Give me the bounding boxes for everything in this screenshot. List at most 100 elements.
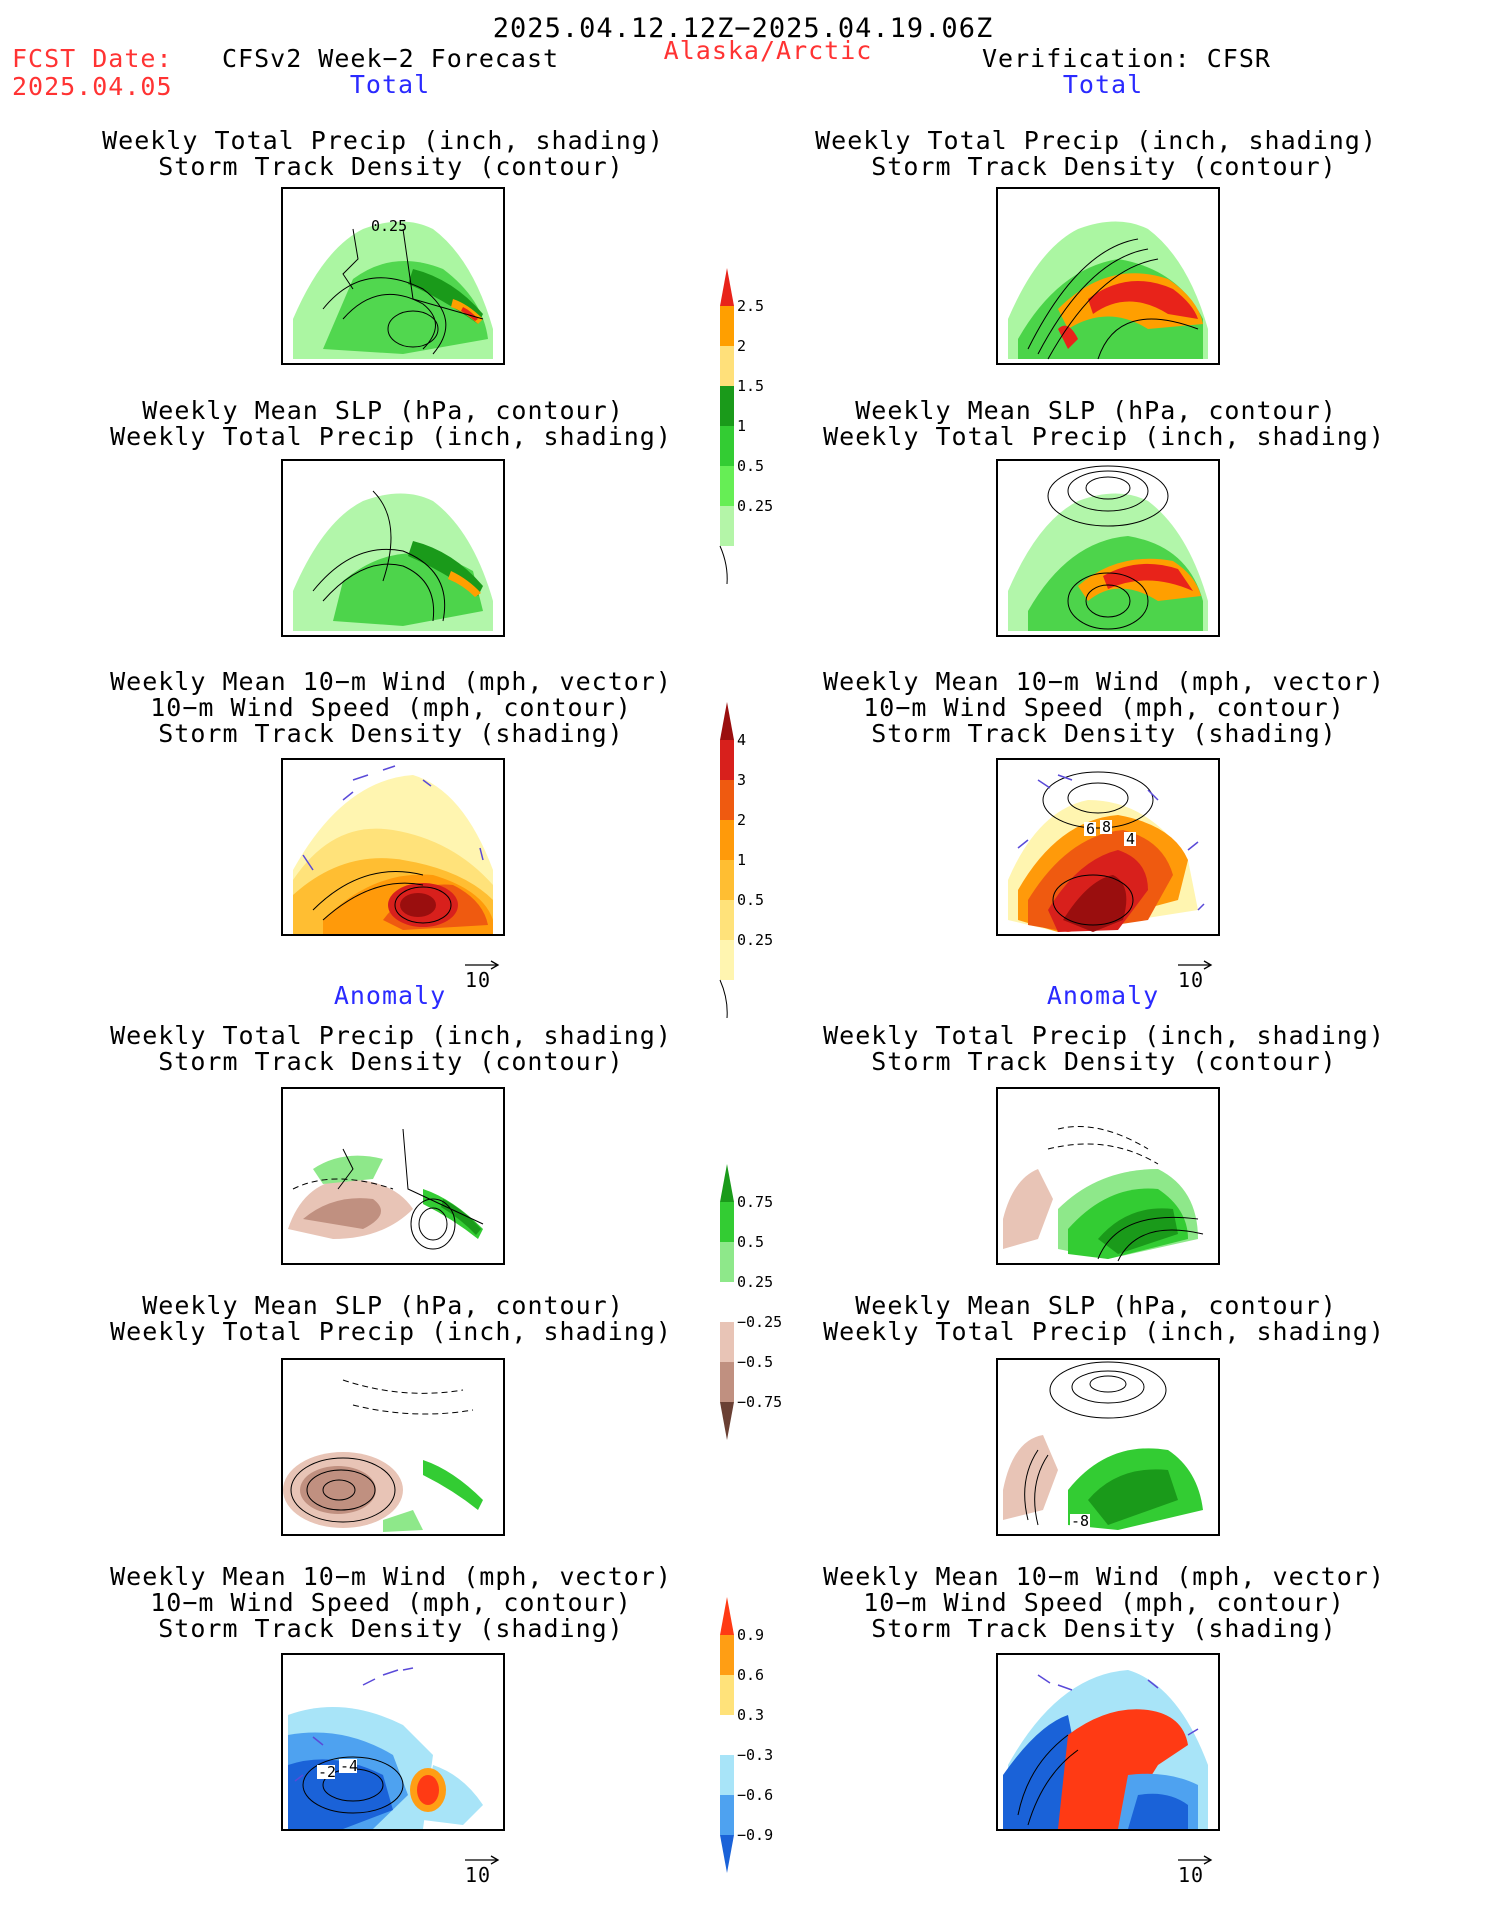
colorbar-swatch xyxy=(720,346,734,386)
map-fcst-anom-precip-storm xyxy=(281,1087,505,1265)
contour-label: 4 xyxy=(1126,830,1135,848)
verification-title: Verification: CFSR xyxy=(982,44,1271,73)
title-ob-anom-wind-3: Storm Track Density (shading) xyxy=(871,1614,1337,1643)
forecast-period: 2025.04.12.12Z−2025.04.19.06Z xyxy=(492,13,994,44)
title-fc-anom-precip-1: Weekly Total Precip (inch, shading) xyxy=(110,1021,672,1050)
title-ob-tot-slp-1: Weekly Mean SLP (hPa, contour) xyxy=(855,396,1337,425)
section-anomaly-verification: Anomaly xyxy=(1046,981,1160,1010)
colorbar-swatch xyxy=(720,506,734,546)
colorbar-tick-label: 0.5 xyxy=(737,891,764,909)
colorbar-bottom-triangle xyxy=(720,1835,734,1873)
colorbar-tick-label: 0.6 xyxy=(737,1666,764,1684)
map-fcst-anom-slp-precip xyxy=(281,1358,505,1536)
colorbar-tick-label: −0.25 xyxy=(737,1313,782,1331)
colorbar-swatch xyxy=(720,1675,734,1715)
colorbar-tick-label: 3 xyxy=(737,771,746,789)
title-ob-tot-wind-2: 10−m Wind Speed (mph, contour) xyxy=(863,693,1345,722)
contour-label: 8 xyxy=(1102,818,1111,836)
fcst-date-value: 2025.04.05 xyxy=(12,72,173,101)
colorbar-top-triangle xyxy=(720,702,734,740)
colorbar-tick-label: −0.5 xyxy=(737,1353,773,1371)
colorbar-swatch xyxy=(720,780,734,820)
title-ob-anom-slp-1: Weekly Mean SLP (hPa, contour) xyxy=(855,1291,1337,1320)
colorbar-swatch xyxy=(720,466,734,506)
colorbar-tick-label: 1.5 xyxy=(737,377,764,395)
region-title: Alaska/Arctic xyxy=(663,36,873,65)
colorbar-tick-label: −0.3 xyxy=(737,1746,773,1764)
colorbar-tick-label: 0.9 xyxy=(737,1626,764,1644)
colorbar-tick-label: 0.25 xyxy=(737,1273,773,1291)
map-verif-anom-slp-precip: -8 xyxy=(996,1358,1220,1536)
colorbar-tick-label: 0.5 xyxy=(737,1233,764,1251)
map-verif-anom-wind-storm xyxy=(996,1653,1220,1831)
title-fc-tot-slp-2: Weekly Total Precip (inch, shading) xyxy=(110,422,672,451)
title-fc-tot-wind-2: 10−m Wind Speed (mph, contour) xyxy=(150,693,632,722)
title-fc-tot-wind-1: Weekly Mean 10−m Wind (mph, vector) xyxy=(110,667,672,696)
title-fc-anom-slp-2: Weekly Total Precip (inch, shading) xyxy=(110,1317,672,1346)
title-fc-tot-wind-3: Storm Track Density (shading) xyxy=(158,719,624,748)
title-ob-tot-precip-2: Storm Track Density (contour) xyxy=(871,152,1337,181)
title-fc-anom-wind-2: 10−m Wind Speed (mph, contour) xyxy=(150,1588,632,1617)
colorbar-tick-label: 1 xyxy=(737,417,746,435)
title-fc-anom-wind-3: Storm Track Density (shading) xyxy=(158,1614,624,1643)
colorbar-tick-label: 4 xyxy=(737,731,746,749)
section-anomaly-forecast: Anomaly xyxy=(333,981,447,1010)
title-ob-tot-slp-2: Weekly Total Precip (inch, shading) xyxy=(823,422,1385,451)
title-ob-anom-wind-2: 10−m Wind Speed (mph, contour) xyxy=(863,1588,1345,1617)
contour-label: -4 xyxy=(340,1757,358,1775)
colorbar-swatch xyxy=(720,740,734,780)
vector-ref-verif-total: 10 xyxy=(1176,955,1216,992)
vector-ref-fcst-anom: 10 xyxy=(463,1850,503,1887)
contour-label: 0.25 xyxy=(371,217,407,235)
title-ob-anom-precip-2: Storm Track Density (contour) xyxy=(871,1047,1337,1076)
fcst-date-label: FCST Date: xyxy=(12,44,173,73)
colorbar-bottom-triangle xyxy=(719,545,728,585)
vector-ref-label: 10 xyxy=(465,968,492,992)
colorbar-tick-label: 1 xyxy=(737,851,746,869)
map-fcst-total-slp-precip xyxy=(281,459,505,637)
title-ob-tot-wind-3: Storm Track Density (shading) xyxy=(871,719,1337,748)
colorbar-tick-label: 0.5 xyxy=(737,457,764,475)
colorbar-graphic: 4 3 2 1 0.5 0.25 xyxy=(719,702,773,1019)
colorbar-storm-total: 4 3 2 1 0.5 0.25 xyxy=(719,702,790,1026)
contour-label: -2 xyxy=(318,1763,336,1781)
colorbar-storm-anom: 0.9 0.6 0.3 −0.3 −0.6 −0.9 xyxy=(720,1597,790,1881)
colorbar-swatch xyxy=(720,820,734,860)
title-fc-anom-slp-1: Weekly Mean SLP (hPa, contour) xyxy=(142,1291,624,1320)
title-ob-tot-wind-1: Weekly Mean 10−m Wind (mph, vector) xyxy=(823,667,1385,696)
section-total-forecast: Total xyxy=(349,70,431,99)
vector-ref-fcst-total: 10 xyxy=(463,955,503,992)
colorbar-swatch xyxy=(720,306,734,346)
colorbar-swatch xyxy=(720,386,734,426)
colorbar-tick-label: 0.25 xyxy=(737,931,773,949)
section-total-verification: Total xyxy=(1062,70,1144,99)
colorbar-bottom-triangle xyxy=(720,1402,734,1440)
colorbar-tick-label: 0.3 xyxy=(737,1706,764,1724)
map-fcst-total-wind-storm xyxy=(281,758,505,936)
title-ob-anom-wind-1: Weekly Mean 10−m Wind (mph, vector) xyxy=(823,1562,1385,1591)
colorbar-swatch xyxy=(720,1715,734,1755)
map-fcst-total-precip-storm: 0.25 xyxy=(281,187,505,365)
title-fc-tot-precip-2: Storm Track Density (contour) xyxy=(158,152,624,181)
model-title: CFSv2 Week−2 Forecast xyxy=(222,44,560,73)
colorbar-swatch xyxy=(720,860,734,900)
colorbar-swatch xyxy=(720,900,734,940)
colorbar-top-triangle xyxy=(720,1597,734,1635)
title-fc-anom-wind-1: Weekly Mean 10−m Wind (mph, vector) xyxy=(110,1562,672,1591)
colorbar-swatch xyxy=(720,1242,734,1282)
colorbar-swatch xyxy=(720,1282,734,1322)
colorbar-top-triangle xyxy=(720,268,734,306)
colorbar-swatch xyxy=(720,1322,734,1362)
colorbar-swatch xyxy=(720,940,734,980)
colorbar-tick-label: 0.75 xyxy=(737,1193,773,1211)
title-fc-tot-precip-1: Weekly Total Precip (inch, shading) xyxy=(102,126,664,155)
title-fc-tot-slp-1: Weekly Mean SLP (hPa, contour) xyxy=(142,396,624,425)
colorbar-tick-label: 2 xyxy=(737,337,746,355)
colorbar-swatch xyxy=(720,1795,734,1835)
vector-ref-label: 10 xyxy=(465,1863,492,1887)
colorbar-tick-label: −0.9 xyxy=(737,1826,773,1844)
title-ob-tot-precip-1: Weekly Total Precip (inch, shading) xyxy=(815,126,1377,155)
contour-label: -8 xyxy=(1071,1512,1089,1530)
vector-ref-verif-anom: 10 xyxy=(1176,1850,1216,1887)
colorbar-swatch xyxy=(720,1202,734,1242)
